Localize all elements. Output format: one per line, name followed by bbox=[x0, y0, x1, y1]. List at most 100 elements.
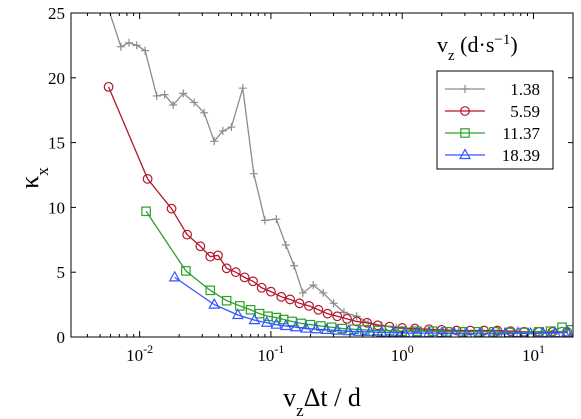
data-point bbox=[298, 288, 307, 297]
data-point bbox=[461, 327, 473, 337]
data-point bbox=[160, 90, 169, 99]
legend-marker bbox=[460, 128, 470, 138]
data-point bbox=[169, 101, 178, 110]
data-point bbox=[272, 215, 281, 224]
data-point bbox=[205, 285, 216, 296]
data-point bbox=[487, 327, 499, 337]
data-point bbox=[279, 319, 292, 331]
data-point bbox=[322, 308, 333, 319]
x-tick-label: 101 bbox=[522, 342, 545, 365]
legend-entry-18.39: 18.39 bbox=[445, 146, 540, 165]
data-point bbox=[142, 173, 153, 184]
legend-marker bbox=[460, 106, 470, 116]
data-point bbox=[235, 301, 245, 311]
data-point bbox=[313, 304, 324, 315]
data-point bbox=[260, 316, 273, 327]
data-point bbox=[560, 325, 573, 337]
data-point bbox=[221, 263, 232, 274]
data-point bbox=[352, 312, 361, 321]
data-point bbox=[239, 272, 250, 283]
data-point bbox=[362, 317, 372, 328]
data-point bbox=[304, 300, 314, 311]
data-point bbox=[141, 46, 150, 55]
x-axis-title: vzΔt / d bbox=[283, 383, 361, 419]
data-point bbox=[271, 312, 282, 323]
data-point bbox=[208, 297, 221, 309]
data-point bbox=[213, 250, 223, 261]
data-point bbox=[168, 270, 181, 282]
y-tick-label: 0 bbox=[57, 328, 66, 347]
legend-marker bbox=[461, 85, 469, 93]
legend-entry-11.37: 11.37 bbox=[445, 124, 540, 143]
data-point bbox=[320, 323, 333, 334]
data-point bbox=[364, 325, 377, 336]
data-point bbox=[116, 42, 125, 51]
data-point bbox=[309, 281, 318, 290]
data-point bbox=[125, 38, 134, 47]
data-point bbox=[260, 216, 269, 225]
legend-label: 5.59 bbox=[510, 102, 540, 121]
data-point bbox=[427, 326, 438, 336]
data-point bbox=[182, 229, 193, 240]
data-point bbox=[353, 325, 366, 336]
data-point bbox=[285, 294, 296, 305]
y-tick-label: 10 bbox=[48, 198, 65, 217]
legend-marker bbox=[458, 148, 472, 160]
series-line-18.39 bbox=[174, 276, 568, 335]
data-point bbox=[281, 240, 290, 249]
data-point bbox=[227, 123, 236, 132]
legend-box bbox=[436, 70, 554, 170]
data-point bbox=[256, 282, 267, 293]
data-point bbox=[245, 304, 256, 315]
legend: vz (d·s−1) 1.38 5.59 11.37 18.39 bbox=[436, 32, 554, 170]
data-point bbox=[329, 299, 338, 308]
data-point bbox=[442, 327, 452, 337]
data-point bbox=[319, 288, 328, 297]
data-point bbox=[492, 325, 503, 336]
data-point bbox=[474, 327, 486, 337]
data-point bbox=[231, 308, 244, 320]
data-point bbox=[248, 313, 261, 325]
y-tick-label: 15 bbox=[48, 134, 65, 153]
legend-title: vz (d·s−1) bbox=[437, 32, 518, 64]
data-point bbox=[372, 320, 383, 331]
data-point bbox=[351, 316, 362, 327]
data-point bbox=[294, 298, 305, 309]
data-point bbox=[195, 241, 206, 252]
data-point bbox=[210, 137, 219, 146]
data-point bbox=[166, 203, 177, 214]
data-point bbox=[276, 291, 287, 302]
legend-entry-1.38: 1.38 bbox=[445, 80, 540, 99]
x-tick-label: 10-2 bbox=[126, 342, 153, 365]
data-point bbox=[205, 251, 216, 262]
data-point bbox=[248, 276, 258, 287]
data-point bbox=[179, 89, 188, 98]
data-point bbox=[221, 295, 232, 306]
y-tick-label: 20 bbox=[48, 69, 65, 88]
data-point bbox=[249, 169, 258, 178]
data-point bbox=[331, 323, 344, 335]
data-point bbox=[332, 311, 343, 322]
data-point bbox=[499, 327, 511, 337]
y-axis-title: κx bbox=[15, 167, 52, 189]
data-point bbox=[266, 286, 276, 297]
legend-label: 1.38 bbox=[510, 80, 540, 99]
data-point bbox=[141, 206, 151, 217]
data-point bbox=[289, 320, 302, 332]
y-tick-label: 5 bbox=[57, 263, 66, 282]
data-point bbox=[200, 108, 209, 117]
data-point bbox=[473, 327, 484, 337]
data-point bbox=[218, 126, 227, 135]
data-point bbox=[103, 81, 114, 92]
plot-frame bbox=[70, 12, 574, 338]
legend-entry-5.59: 5.59 bbox=[445, 102, 540, 121]
y-tick-label: 25 bbox=[48, 4, 65, 23]
data-point bbox=[339, 308, 348, 317]
x-tick-label: 100 bbox=[391, 342, 414, 365]
data-point bbox=[152, 91, 161, 100]
data-point bbox=[238, 84, 247, 93]
data-point bbox=[102, 0, 110, 4]
legend-label: 11.37 bbox=[502, 124, 540, 143]
data-point bbox=[387, 325, 400, 337]
